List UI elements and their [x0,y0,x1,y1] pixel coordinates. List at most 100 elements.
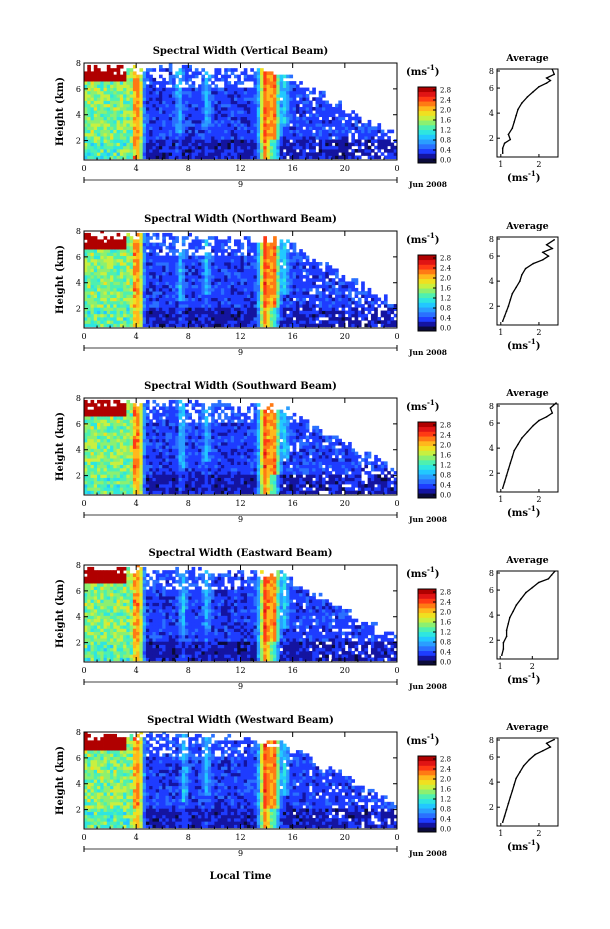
heatmap-cell [344,119,349,124]
heatmap-cell [185,313,189,318]
heatmap-cell [90,119,95,124]
heatmap-cell [263,129,267,134]
heatmap-cell [97,87,101,92]
heatmap-cell [325,145,329,150]
average-x-label: (ms-1) [507,169,540,184]
heatmap-cell [149,284,153,289]
heatmap-cell [211,126,215,130]
heatmap-cell [217,274,222,279]
heatmap-cell [335,317,339,321]
heatmap-cell [286,90,290,95]
heatmap-cell [172,294,176,298]
heatmap-cell [263,90,267,95]
heatmap-cell [211,294,215,298]
colorbar-segment [418,129,436,135]
heatmap-cell [87,103,91,108]
heatmap-cell [188,271,192,276]
heatmap-cell [175,287,179,292]
heatmap-cell [142,123,147,127]
heatmap-cell [84,232,88,237]
heatmap-cell [123,422,127,427]
heatmap-cell [201,126,206,130]
heatmap-cell [139,323,144,328]
heatmap-cell [247,252,251,256]
heatmap-cell [328,123,333,127]
heatmap-cell [119,477,124,482]
heatmap-cell [282,84,287,88]
heatmap-cell [142,278,147,282]
heatmap-cell [253,145,258,150]
heatmap-cell [256,90,261,95]
heatmap-cell [93,438,98,443]
heatmap-cell [276,245,281,250]
heatmap-cell [145,77,150,82]
heatmap-cell [370,139,375,143]
heatmap-cell [90,419,95,423]
heatmap-cell [387,310,391,315]
heatmap-cell [168,300,173,305]
heatmap-cell [113,458,117,462]
heatmap-cell [103,294,108,298]
heatmap-cell [132,119,137,124]
heatmap-cell [276,258,281,263]
heatmap-cell [214,242,219,247]
heatmap-cell [162,81,166,85]
heatmap-cell [103,71,108,76]
heatmap-cell [145,262,150,266]
heatmap-cell [224,132,228,137]
heatmap-cell [214,136,219,140]
heatmap-cell [84,136,88,140]
heatmap-cell [256,87,261,92]
heatmap-cell [97,84,101,88]
heatmap-cell [87,458,91,462]
heatmap-cell [312,320,316,324]
heatmap-cell [168,77,173,82]
heatmap-cell [357,145,362,150]
heatmap-cell [126,441,131,446]
heatmap-cell [93,425,98,430]
heatmap-cell [198,287,202,292]
heatmap-cell [220,123,225,127]
heatmap-cell [172,87,176,92]
heatmap-cell [243,106,248,111]
heatmap-cell [201,304,206,308]
heatmap-cell [224,297,228,302]
heatmap-cell [354,129,359,134]
heatmap-cell [233,278,238,282]
heatmap-cell [90,258,95,263]
heatmap-cell [152,123,157,127]
heatmap-cell [155,242,160,247]
heatmap-cell [97,81,101,85]
heatmap-cell [158,106,163,111]
heatmap-cell [341,274,346,279]
heatmap-cell [318,100,323,105]
heatmap-cell [220,119,225,124]
heatmap-cell [335,103,339,108]
heatmap-cell [302,132,307,137]
heatmap-cell [113,297,117,302]
heatmap-cell [351,152,356,156]
heatmap-cell [220,278,225,282]
heatmap-cell [191,94,196,98]
heatmap-cell [227,84,232,88]
heatmap-cell [325,113,329,118]
heatmap-cell [361,287,365,292]
heatmap-cell [155,100,160,105]
heatmap-cell [207,90,212,95]
heatmap-cell [152,68,157,72]
heatmap-cell [139,97,144,101]
heatmap-cell [185,110,189,114]
heatmap-cell [165,274,170,279]
heatmap-cell [243,94,248,98]
heatmap-cell [175,84,179,88]
heatmap-cell [318,145,323,150]
heatmap-cell [273,155,277,160]
heatmap-cell [240,100,245,105]
heatmap-cell [315,271,320,276]
heatmap-cell [110,77,114,82]
colorbar-unit-close: ) [435,67,440,78]
heatmap-cell [110,106,114,111]
heatmap-cell [162,77,166,82]
heatmap-cell [269,249,274,253]
heatmap-cell [292,97,297,101]
